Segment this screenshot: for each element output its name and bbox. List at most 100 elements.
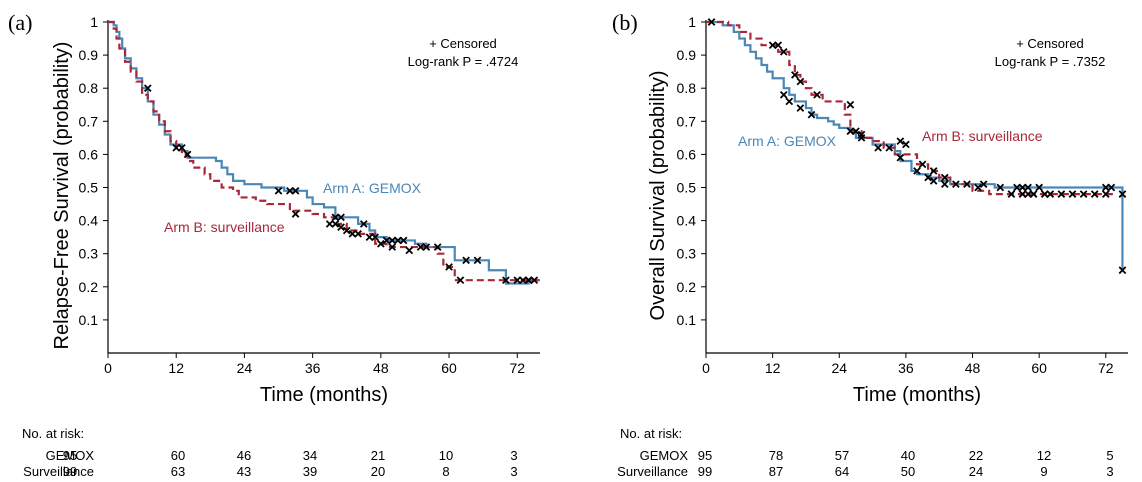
censor-mark bbox=[779, 90, 788, 99]
risk-cell: 34 bbox=[303, 448, 317, 463]
y-tick-label: 0.5 bbox=[79, 180, 99, 196]
censor-mark bbox=[331, 220, 340, 228]
censor-mark bbox=[924, 173, 932, 182]
risk-cell: 5 bbox=[1106, 448, 1113, 463]
censor-mark bbox=[416, 243, 425, 251]
censor-mark bbox=[707, 18, 716, 26]
y-tick-label: 0.4 bbox=[677, 213, 697, 229]
y-axis-label: Overall Survival (probability) bbox=[647, 70, 669, 320]
censor-mark bbox=[929, 167, 938, 175]
censor-mark bbox=[172, 143, 181, 152]
censor-mark bbox=[940, 180, 949, 189]
y-tick-label: 0.9 bbox=[79, 47, 99, 63]
risk-cell: 20 bbox=[371, 464, 385, 479]
censor-mark bbox=[874, 143, 882, 152]
risk-cell: 12 bbox=[1037, 448, 1051, 463]
panel-a: (a) 0 12 24 36 48 60 72 0.1 0.2 0.3 0.4 0.5 0.6 0.7 0.8… bbox=[8, 10, 540, 479]
censor-mark bbox=[1040, 190, 1049, 198]
censor-mark bbox=[143, 84, 152, 93]
y-tick-label: 1 bbox=[90, 14, 98, 30]
censor-mark bbox=[337, 213, 345, 222]
panel-b: (b) 0 12 24 36 48 60 72 0.1 0.2 0.3 0.4 0.5 0.6 0.7 0.8… bbox=[598, 0, 1142, 482]
censor-mark bbox=[331, 213, 340, 222]
censor-mark bbox=[1118, 190, 1127, 198]
y-tick-label: 1 bbox=[688, 14, 696, 30]
censor-mark bbox=[388, 243, 397, 251]
censor-mark bbox=[813, 90, 821, 99]
y-tick-label: 0.6 bbox=[79, 146, 99, 162]
censor-mark bbox=[377, 239, 385, 248]
logrank-pvalue: Log-rank P = .4724 bbox=[408, 54, 519, 69]
censor-mark bbox=[445, 263, 453, 271]
censor-mark bbox=[399, 236, 408, 245]
censored-legend: + Censored bbox=[1016, 36, 1084, 51]
arm-b-label: Arm B: surveillance bbox=[922, 128, 1043, 144]
y-tick-label: 0.2 bbox=[79, 279, 99, 295]
censor-mark bbox=[929, 177, 938, 185]
censor-mark bbox=[796, 104, 805, 112]
y-tick-label: 0.1 bbox=[677, 312, 697, 328]
x-tick-label: 72 bbox=[1098, 360, 1114, 376]
censor-mark bbox=[286, 186, 294, 195]
censor-mark bbox=[348, 230, 357, 238]
x-tick-label: 48 bbox=[373, 360, 389, 376]
x-tick-label: 60 bbox=[441, 360, 457, 376]
censor-mark bbox=[519, 276, 527, 285]
risk-row-label: Surveillance bbox=[617, 464, 688, 479]
censor-mark bbox=[342, 226, 351, 235]
risk-cell: 87 bbox=[769, 464, 783, 479]
risk-cell: 57 bbox=[835, 448, 849, 463]
censor-mark bbox=[1046, 190, 1055, 198]
censor-mark bbox=[774, 41, 783, 50]
censor-mark bbox=[807, 110, 816, 119]
censor-mark bbox=[1079, 190, 1088, 198]
arm-a-label: Arm A: GEMOX bbox=[323, 180, 422, 196]
y-axis-label: Relapse-Free Survival (probability) bbox=[51, 42, 73, 350]
panel-letter: (b) bbox=[612, 10, 638, 35]
risk-row-label: GEMOX bbox=[640, 448, 689, 463]
risk-cell: 60 bbox=[171, 448, 185, 463]
x-tick-label: 60 bbox=[1031, 360, 1047, 376]
y-tick-label: 0.9 bbox=[677, 47, 697, 63]
censor-mark bbox=[530, 276, 539, 285]
risk-cell: 78 bbox=[769, 448, 783, 463]
series-surveillance-curve bbox=[108, 20, 540, 282]
censor-mark bbox=[433, 243, 442, 251]
censor-mark bbox=[502, 276, 510, 285]
censor-mark bbox=[1118, 266, 1127, 275]
censored-legend: + Censored bbox=[429, 36, 497, 51]
y-tick-label: 0.6 bbox=[677, 146, 697, 162]
censor-mark bbox=[513, 276, 522, 285]
censor-mark bbox=[1024, 183, 1032, 192]
x-tick-label: 48 bbox=[965, 360, 981, 376]
censor-mark bbox=[388, 236, 397, 245]
x-tick-label: 72 bbox=[509, 360, 525, 376]
censor-mark bbox=[963, 180, 971, 189]
risk-cell: 22 bbox=[969, 448, 983, 463]
y-tick-label: 0.7 bbox=[79, 113, 99, 129]
risk-cell: 21 bbox=[371, 448, 385, 463]
censor-mark bbox=[918, 160, 927, 169]
risk-table-header: No. at risk: bbox=[22, 426, 84, 441]
censor-mark bbox=[940, 173, 949, 182]
x-axis-label: Time (months) bbox=[853, 384, 981, 406]
x-tick-label: 24 bbox=[237, 360, 253, 376]
risk-cell: 64 bbox=[835, 464, 849, 479]
y-tick-label: 0.5 bbox=[677, 180, 697, 196]
y-tick-label: 0.4 bbox=[79, 213, 99, 229]
censor-mark bbox=[354, 230, 362, 238]
censor-mark bbox=[473, 256, 482, 265]
censor-mark bbox=[796, 77, 805, 86]
censor-mark bbox=[846, 127, 855, 136]
censor-mark bbox=[371, 233, 379, 241]
x-axis-label: Time (months) bbox=[260, 384, 388, 406]
risk-cell: 95 bbox=[698, 448, 712, 463]
censor-mark bbox=[359, 220, 368, 228]
x-tick-label: 12 bbox=[168, 360, 184, 376]
censor-mark bbox=[1090, 190, 1099, 198]
risk-cell: 3 bbox=[510, 448, 517, 463]
censor-mark bbox=[902, 140, 910, 149]
risk-cell: 50 bbox=[901, 464, 915, 479]
panel-letter: (a) bbox=[8, 10, 32, 35]
censor-mark bbox=[291, 210, 300, 218]
